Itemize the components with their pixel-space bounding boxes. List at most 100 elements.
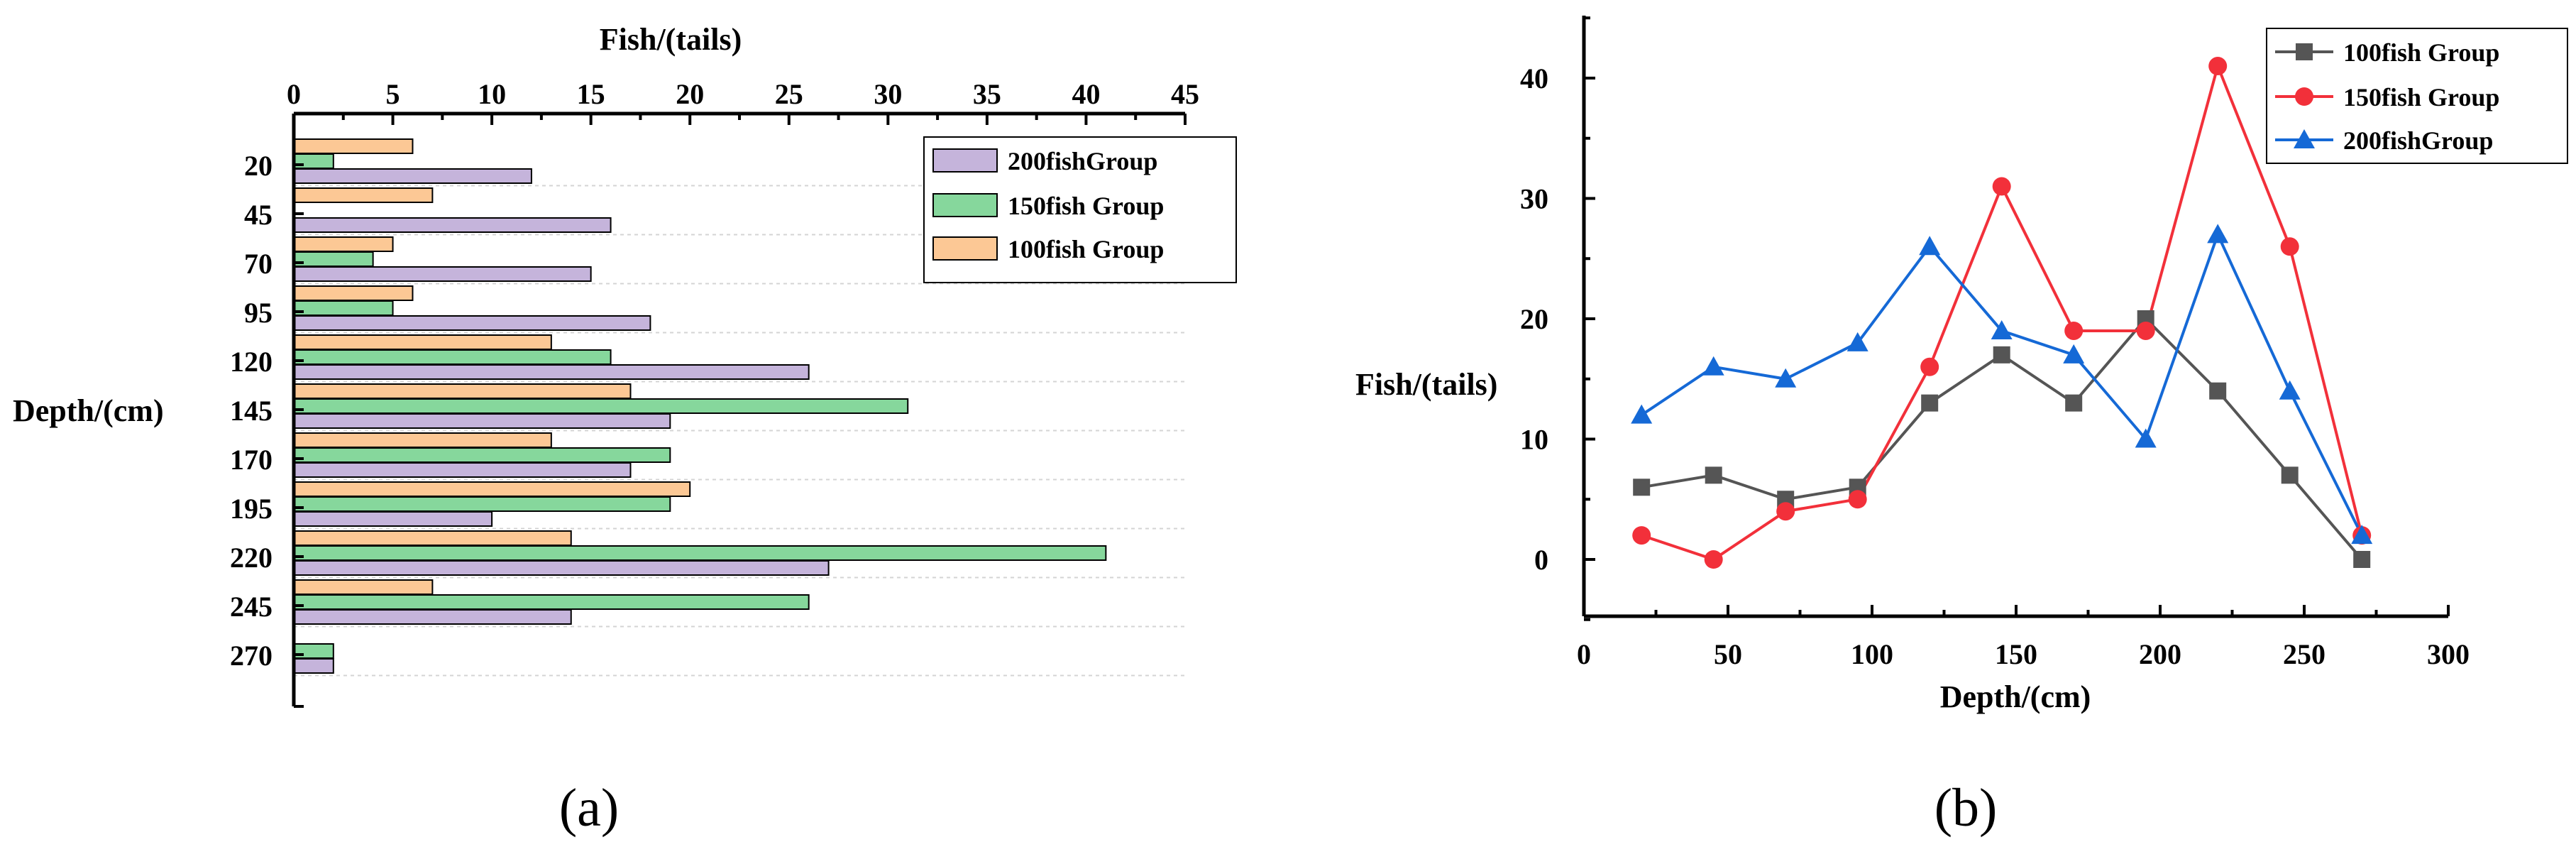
b-point-triangle bbox=[1919, 236, 1941, 256]
a-bar-s200 bbox=[293, 658, 334, 674]
a-x-tick-label: 35 bbox=[973, 78, 1001, 110]
b-point-triangle bbox=[2351, 525, 2373, 545]
b-x-tick-label: 0 bbox=[1577, 638, 1591, 670]
a-bar-s150 bbox=[293, 496, 671, 512]
a-bar-s150 bbox=[293, 545, 1107, 561]
a-y-tick-label: 95 bbox=[244, 297, 273, 329]
a-y-tick-label: 45 bbox=[244, 199, 273, 231]
b-legend-label: 100fish Group bbox=[2343, 38, 2499, 67]
b-point-triangle bbox=[1775, 368, 1797, 388]
b-legend-marker bbox=[2295, 87, 2313, 106]
b-point-circle bbox=[1704, 550, 1723, 569]
a-x-tick-label: 20 bbox=[676, 78, 704, 110]
a-legend-swatch bbox=[932, 193, 998, 217]
b-point-triangle bbox=[2207, 224, 2229, 244]
a-legend-label: 150fish Group bbox=[1008, 192, 1164, 220]
a-bar-s200 bbox=[293, 364, 810, 380]
a-y-axis-title: Depth/(cm) bbox=[13, 393, 164, 428]
b-point-circle bbox=[2064, 321, 2084, 340]
b-legend: 100fish Group 150fish Group 200fishGroup bbox=[2266, 28, 2568, 164]
b-caption: (b) bbox=[1934, 778, 1998, 838]
a-bar-s100 bbox=[293, 187, 434, 203]
a-x-tick-label: 25 bbox=[775, 78, 803, 110]
a-bar-s200 bbox=[293, 413, 671, 429]
b-point-square bbox=[1993, 346, 2010, 363]
b-point-triangle bbox=[1991, 319, 2013, 339]
a-bar-s200 bbox=[293, 315, 651, 331]
a-bar-s100 bbox=[293, 138, 414, 154]
a-bar-s100 bbox=[293, 579, 434, 595]
a-bar-s200 bbox=[293, 266, 592, 282]
a-legend-swatch bbox=[932, 148, 998, 173]
a-x-axis-title: Fish/(tails) bbox=[600, 22, 742, 57]
b-legend-marker bbox=[2294, 129, 2315, 148]
a-x-tick-label: 0 bbox=[287, 78, 301, 110]
b-point-triangle bbox=[1702, 356, 1724, 376]
a-bar-s100 bbox=[293, 236, 394, 252]
b-y-tick-label: 0 bbox=[1534, 544, 1548, 576]
b-legend-label: 200fishGroup bbox=[2343, 126, 2493, 155]
a-bar-s200 bbox=[293, 560, 830, 576]
a-ticks: 0 5 10 15 20 25 30 35 40 45 20 45 70 95 120 145 170 195 22… bbox=[230, 78, 1199, 708]
b-x-tick-label: 250 bbox=[2283, 638, 2325, 670]
b-point-square bbox=[1633, 479, 1651, 496]
a-bar-s200 bbox=[293, 609, 572, 625]
a-bar-s150 bbox=[293, 251, 374, 267]
b-point-square bbox=[2065, 394, 2083, 412]
a-y-tick-label: 270 bbox=[230, 640, 273, 672]
b-point-square bbox=[2209, 382, 2227, 400]
b-y-tick-label: 20 bbox=[1520, 303, 1548, 335]
a-bar-s100 bbox=[293, 285, 414, 301]
a-bar-s100 bbox=[293, 530, 572, 546]
b-series-lines bbox=[1631, 57, 2373, 569]
a-y-tick-label: 245 bbox=[230, 591, 273, 623]
a-x-tick-label: 30 bbox=[874, 78, 902, 110]
b-x-tick-label: 50 bbox=[1714, 638, 1742, 670]
b-point-circle bbox=[1632, 526, 1651, 545]
a-y-tick-label: 220 bbox=[230, 542, 273, 574]
b-x-tick-label: 200 bbox=[2139, 638, 2181, 670]
a-bar-s200 bbox=[293, 217, 612, 233]
b-x-axis-title: Depth/(cm) bbox=[1940, 679, 2091, 714]
b-point-triangle bbox=[2279, 380, 2301, 400]
b-point-square bbox=[2353, 551, 2371, 568]
a-bar-s200 bbox=[293, 168, 532, 184]
b-series-line bbox=[1641, 231, 2363, 536]
a-bar-s100 bbox=[293, 334, 552, 350]
a-bar-s200 bbox=[293, 462, 632, 478]
b-legend-label: 150fish Group bbox=[2343, 83, 2499, 111]
a-bar-s100 bbox=[293, 481, 691, 497]
b-legend-marker bbox=[2296, 43, 2313, 60]
a-y-tick-label: 120 bbox=[230, 346, 273, 378]
a-bar-s150 bbox=[293, 594, 810, 610]
b-point-circle bbox=[1992, 177, 2011, 196]
b-point-triangle bbox=[2063, 344, 2085, 363]
b-point-triangle bbox=[1631, 404, 1653, 424]
b-ticks: 0 50 100 150 200 250 300 0 10 20 30 40 bbox=[1520, 16, 2470, 670]
a-bar-s150 bbox=[293, 398, 909, 414]
b-y-tick-label: 30 bbox=[1520, 183, 1548, 215]
a-caption: (a) bbox=[559, 778, 619, 838]
a-bar-s150 bbox=[293, 300, 394, 316]
b-y-axis-title: Fish/(tails) bbox=[1355, 367, 1497, 402]
a-bar-s200 bbox=[293, 511, 493, 527]
b-point-triangle bbox=[2135, 428, 2157, 448]
panel-b-line-chart: 0 50 100 150 200 250 300 0 10 20 30 40 Depth/(cm) F… bbox=[1355, 16, 2568, 838]
a-y-tick-label: 145 bbox=[230, 395, 273, 427]
a-y-tick-label: 70 bbox=[244, 248, 273, 280]
a-legend-label: 200fishGroup bbox=[1008, 147, 1157, 175]
a-y-tick-label: 170 bbox=[230, 444, 273, 476]
b-point-triangle bbox=[1846, 332, 1868, 351]
a-x-tick-label: 40 bbox=[1072, 78, 1100, 110]
b-point-circle bbox=[1848, 490, 1867, 509]
b-x-tick-label: 100 bbox=[1851, 638, 1893, 670]
b-point-circle bbox=[1920, 357, 1939, 376]
a-y-tick-label: 20 bbox=[244, 150, 273, 182]
b-point-circle bbox=[2136, 321, 2155, 340]
a-bar-s100 bbox=[293, 432, 552, 448]
a-legend-label: 100fish Group bbox=[1008, 235, 1164, 263]
b-y-tick-label: 40 bbox=[1520, 62, 1548, 94]
a-bar-s150 bbox=[293, 447, 671, 463]
panel-a-bar-chart: 0 5 10 15 20 25 30 35 40 45 20 45 70 95 120 145 170 195 22… bbox=[13, 22, 1237, 838]
